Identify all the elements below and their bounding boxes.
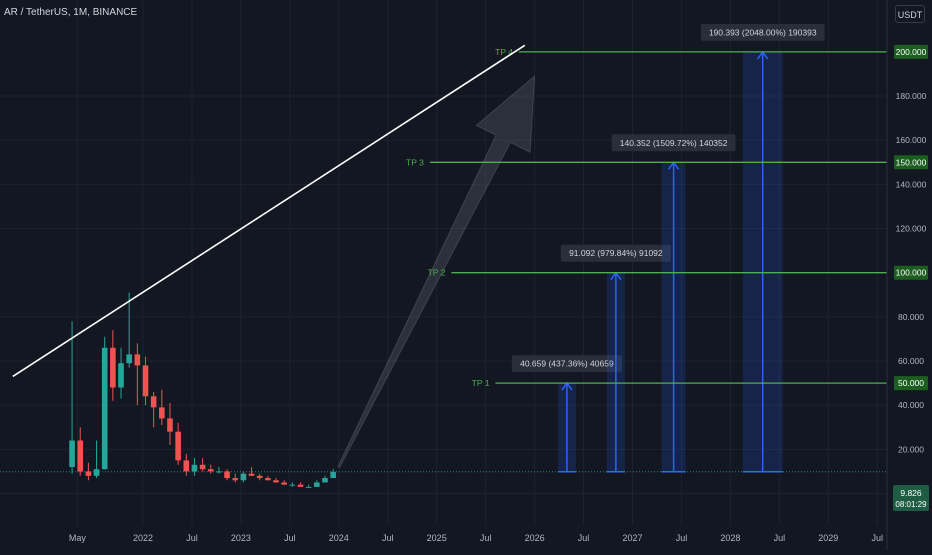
target-price-label: 50.000 — [898, 378, 924, 388]
x-tick-label: 2029 — [818, 533, 838, 543]
trendline — [12, 44, 526, 378]
x-tick-label: Jul — [480, 533, 492, 543]
x-tick-label: 2025 — [427, 533, 447, 543]
candle-body — [69, 440, 75, 468]
candle-body — [118, 363, 124, 388]
candle-body — [216, 471, 222, 473]
target-lines: TP 1 TP 2 TP 3 TP 4 — [406, 47, 887, 388]
candle-body — [265, 478, 271, 481]
candles — [69, 292, 336, 488]
projection-label-bg — [611, 134, 736, 152]
y-tick-label: 180.000 — [896, 91, 927, 101]
x-tick-label: 2024 — [329, 533, 349, 543]
last-price-label: 9.826 08:01:29 — [893, 485, 929, 511]
x-tick-label: Jul — [676, 533, 688, 543]
x-tick-label: Jul — [871, 533, 883, 543]
projection-label-bg — [560, 244, 671, 262]
candle-body — [224, 471, 230, 479]
candle-body — [256, 475, 263, 479]
target-price-bg — [894, 155, 928, 170]
y-tick-label: 140.000 — [896, 179, 927, 189]
projection-label: 40.659 (437.36%) 40659 — [520, 359, 614, 369]
candle-body — [207, 469, 214, 472]
target-label: TP 1 — [472, 378, 490, 388]
x-axis: May 2022 Jul 2023 Jul 2024 Jul 2025 Jul 2026 Jul 20… — [69, 533, 883, 543]
x-tick-label: Jul — [186, 533, 198, 543]
price-labels: 50.000 100.000 150.000 200.000 — [894, 44, 928, 391]
candle-body — [199, 464, 206, 470]
candle-body — [330, 471, 336, 479]
symbol-title[interactable]: AR / TetherUS, 1M, BINANCE — [4, 7, 138, 18]
target-price-bg — [894, 265, 928, 280]
y-tick-label: 80.000 — [898, 312, 924, 322]
candle-body — [175, 431, 181, 461]
x-tick-label: Jul — [578, 533, 590, 543]
candle-body — [85, 471, 92, 476]
projection-arrow — [337, 75, 536, 469]
candle-body — [159, 407, 165, 419]
big-arrow-icon — [337, 75, 536, 469]
target-price-label: 200.000 — [896, 47, 927, 57]
target-label: TP 3 — [406, 157, 424, 167]
grid — [0, 0, 887, 525]
candle-body — [240, 473, 247, 481]
candle-body — [167, 418, 173, 432]
target-price-label: 150.000 — [896, 157, 927, 167]
target-price-bg — [894, 376, 928, 391]
candle-body — [289, 484, 296, 486]
target-label: TP 2 — [428, 268, 446, 278]
x-tick-label: Jul — [774, 533, 786, 543]
y-tick-label: 20.000 — [898, 444, 924, 454]
projection-label-bg — [700, 23, 825, 41]
candle-body — [183, 460, 190, 472]
x-tick-label: 2026 — [525, 533, 545, 543]
candle-body — [142, 365, 149, 397]
x-tick-label: 2028 — [720, 533, 740, 543]
y-tick-label: 40.000 — [898, 400, 924, 410]
candle-body — [126, 354, 132, 364]
trendline-line — [12, 44, 526, 378]
target-price-label: 100.000 — [896, 268, 927, 278]
projection-label: 140.352 (1509.72%) 140352 — [620, 138, 728, 148]
x-tick-label: 2027 — [622, 533, 642, 543]
candle-body — [232, 478, 239, 481]
candle-body — [281, 482, 287, 485]
candle-body — [150, 396, 157, 408]
candle-body — [110, 347, 116, 388]
bar-countdown: 08:01:29 — [895, 500, 927, 509]
currency-button[interactable]: USDT — [895, 5, 925, 23]
projection-label-bg — [511, 355, 622, 373]
candle-body — [297, 484, 304, 487]
projection-label: 91.092 (979.84%) 91092 — [569, 248, 663, 258]
candle-body — [77, 440, 84, 472]
last-price-value: 9.826 — [900, 488, 922, 498]
candle-body — [248, 473, 255, 476]
candle-body — [101, 347, 108, 470]
x-tick-label: 2023 — [231, 533, 251, 543]
y-tick-label: 160.000 — [896, 135, 927, 145]
x-tick-label: Jul — [284, 533, 296, 543]
candle-body — [322, 478, 328, 483]
target-label: TP 4 — [495, 47, 513, 57]
candle-body — [305, 486, 312, 488]
y-tick-label: 120.000 — [896, 224, 927, 234]
x-tick-label: 2022 — [133, 533, 153, 543]
candle-body — [191, 464, 198, 472]
projection-label: 190.393 (2048.00%) 190393 — [709, 27, 817, 37]
candle-body — [134, 354, 141, 366]
projection-bars: 40.659 (437.36%) 40659 91.092 (979.84%) 9… — [511, 23, 825, 473]
x-tick-label: May — [69, 533, 87, 543]
candle-body — [93, 469, 100, 476]
y-tick-label: 60.000 — [898, 356, 924, 366]
x-tick-label: Jul — [382, 533, 394, 543]
candle-body — [314, 482, 320, 487]
candle-body — [273, 480, 279, 483]
target-price-bg — [894, 44, 928, 59]
